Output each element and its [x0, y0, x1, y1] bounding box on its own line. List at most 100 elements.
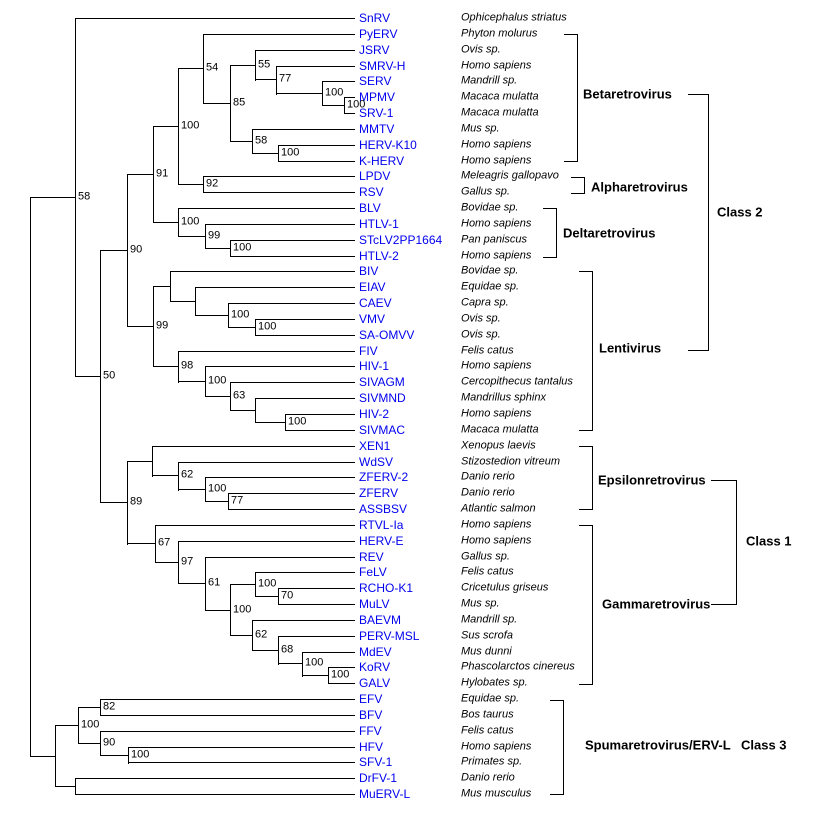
bootstrap-value: 97	[181, 555, 194, 568]
bootstrap-value: 100	[281, 146, 300, 159]
branch-line	[344, 97, 355, 98]
genus-label: Deltaretrovirus	[563, 225, 656, 241]
bootstrap-value: 58	[255, 134, 268, 147]
branch-line	[252, 620, 355, 621]
branch-line	[152, 446, 355, 447]
branch-line	[278, 145, 355, 146]
branch-line	[55, 725, 79, 726]
species-label: Bovidae sp.	[461, 201, 519, 214]
branch-line	[230, 382, 231, 411]
species-label: Felis catus	[461, 565, 514, 578]
species-label: Macaca mulatta	[461, 423, 539, 436]
species-label: Macaca mulatta	[461, 106, 539, 119]
species-label: Homo sapiens	[461, 518, 532, 531]
class-brace	[736, 480, 737, 605]
branch-line	[230, 240, 355, 241]
branch-line	[328, 667, 355, 668]
species-label: Gallus sp.	[461, 550, 510, 563]
taxon-label: LPDV	[359, 169, 391, 183]
branch-line	[127, 461, 128, 545]
taxon-label: PERV-MSL	[359, 629, 420, 643]
taxon-label: ASSBSV	[359, 502, 408, 516]
class-brace	[688, 350, 709, 351]
species-label: Phascolarctos cinereus	[461, 660, 575, 673]
branch-line	[228, 493, 355, 494]
branch-line	[203, 34, 355, 35]
branch-line	[278, 636, 355, 637]
branch-line	[278, 588, 355, 589]
bootstrap-value: 92	[206, 177, 219, 190]
branch-line	[285, 414, 286, 431]
taxon-label: ZFERV	[359, 486, 399, 500]
species-label: Homo sapiens	[461, 407, 532, 420]
genus-bracket	[556, 208, 557, 258]
branch-line	[205, 557, 355, 558]
species-label: Danio rerio	[461, 470, 515, 483]
genus-label: Spumaretrovirus/ERV-L	[585, 737, 731, 753]
branch-line	[152, 475, 179, 476]
species-label: Gallus sp.	[461, 185, 510, 198]
branch-line	[205, 557, 206, 611]
bootstrap-value: 100	[325, 86, 344, 99]
taxon-label: HERV-E	[359, 534, 404, 548]
branch-line	[228, 327, 256, 328]
taxon-label: SIVMAC	[359, 423, 406, 437]
taxon-label: VMV	[359, 312, 386, 326]
branch-line	[127, 326, 154, 327]
branch-line	[100, 699, 101, 716]
branch-line	[278, 588, 279, 605]
branch-line	[100, 250, 128, 251]
branch-line	[302, 675, 329, 676]
class-brace	[708, 94, 709, 351]
branch-line	[178, 462, 355, 463]
species-label: Felis catus	[461, 724, 514, 737]
branch-line	[178, 583, 206, 584]
branch-line	[55, 725, 56, 787]
species-label: Bovidae sp.	[461, 264, 519, 277]
taxon-label: K-HERV	[359, 154, 405, 168]
branch-line	[205, 396, 231, 397]
taxon-label: RCHO-K1	[359, 581, 414, 595]
branch-line	[205, 477, 355, 478]
branch-line	[205, 477, 206, 502]
bootstrap-value: 63	[233, 389, 246, 402]
taxon-label: XEN1	[359, 439, 391, 453]
species-label: Mus musculus	[461, 787, 532, 800]
branch-line	[100, 699, 355, 700]
species-label: Danio rerio	[461, 486, 515, 499]
branch-line	[230, 635, 253, 636]
branch-line	[178, 351, 355, 352]
species-label: Bos taurus	[461, 708, 514, 721]
bootstrap-value: 100	[131, 748, 150, 761]
taxon-label: SnRV	[359, 11, 391, 25]
taxon-label: ZFERV-2	[359, 470, 409, 484]
branch-line	[178, 489, 206, 490]
taxon-label: MPMV	[359, 90, 395, 104]
branch-line	[75, 778, 355, 779]
species-label: Equidae sp.	[461, 280, 520, 293]
species-label: Hylobates sp.	[461, 676, 528, 689]
branch-line	[127, 461, 153, 462]
bootstrap-value: 99	[208, 229, 221, 242]
branch-line	[278, 636, 279, 665]
branch-line	[252, 620, 253, 651]
branch-line	[195, 315, 229, 316]
species-label: Homo sapiens	[461, 534, 532, 547]
taxon-label: DrFV-1	[359, 771, 398, 785]
species-label: Stizostedion vitreum	[461, 455, 561, 468]
bootstrap-value: 100	[231, 308, 250, 321]
taxon-label: KoRV	[359, 660, 391, 674]
branch-line	[255, 398, 355, 399]
branch-line	[230, 584, 231, 635]
species-label: Ovis sp.	[461, 312, 501, 325]
species-label: Cricetulus griseus	[461, 581, 549, 594]
branch-line	[278, 145, 279, 162]
species-label: Capra sp.	[461, 296, 509, 309]
genus-bracket	[564, 34, 578, 35]
species-label: Atlantic salmon	[461, 502, 536, 515]
branch-line	[100, 502, 128, 503]
branch-line	[230, 65, 231, 142]
branch-line	[230, 382, 355, 383]
taxon-label: HERV-K10	[359, 138, 417, 152]
branch-line	[255, 596, 279, 597]
